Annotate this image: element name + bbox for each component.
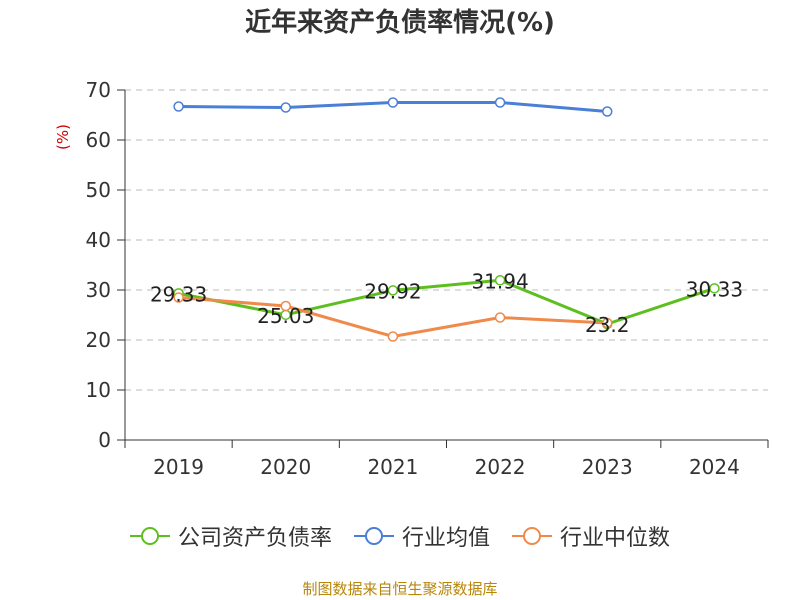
x-tick-label: 2021 [367,455,418,479]
y-tick-label: 70 [86,78,111,102]
legend-label-industry-avg: 行业均值 [401,526,490,551]
data-label: 30.33 [686,277,743,301]
y-tick-label: 60 [86,128,111,152]
data-point-industry_avg [494,97,506,108]
x-tick-label: 2019 [153,455,204,479]
legend-item-industry-avg[interactable]: 行业均值 [353,520,490,552]
data-label: 23.2 [585,313,630,337]
legend-label-industry-median: 行业中位数 [560,526,671,551]
data-point-industry_avg [173,101,184,112]
legend-item-industry-median[interactable]: 行业中位数 [512,520,670,552]
series-line-company [178,278,715,326]
data-point-industry_median [494,312,506,323]
y-tick-label: 20 [86,328,111,352]
y-tick-label: 50 [86,178,111,202]
data-point-industry_avg [387,97,399,108]
data-point-industry_median [280,300,291,312]
data-label: 25.03 [257,304,314,328]
x-tick-label: 2023 [582,455,633,479]
data-label: 31.94 [471,269,528,293]
data-point-industry_median [387,331,399,342]
data-point-industry_avg [280,102,291,113]
data-point-company [494,275,506,286]
source-note: 制图数据来自恒生聚源数据库 [302,580,498,598]
chart-title: 近年来资产负债率情况(%) [245,8,555,38]
legend-marker-industry-avg-icon [353,527,394,545]
legend: 公司资产负债率 行业均值 行业中位数 [0,520,800,552]
data-label: 29.33 [150,282,207,306]
legend-label-company: 公司资产负债率 [177,526,332,551]
x-tick-label: 2020 [260,455,311,479]
y-tick-label: 0 [98,428,111,452]
data-point-industry_median [602,317,613,329]
y-tick-label: 10 [86,378,111,402]
legend-marker-company-icon [129,527,170,545]
data-point-industry_median [173,292,184,303]
x-tick-label: 2022 [475,455,526,479]
x-tick-label: 2024 [689,455,740,479]
legend-item-company[interactable]: 公司资产负债率 [129,520,332,552]
legend-marker-industry-median-icon [512,527,552,545]
data-label: 29.92 [364,279,421,303]
data-point-industry_avg [602,106,613,117]
data-point-company [709,283,720,294]
data-point-company [387,285,399,296]
y-tick-label: 40 [86,228,111,252]
y-tick-label: 30 [86,278,111,302]
